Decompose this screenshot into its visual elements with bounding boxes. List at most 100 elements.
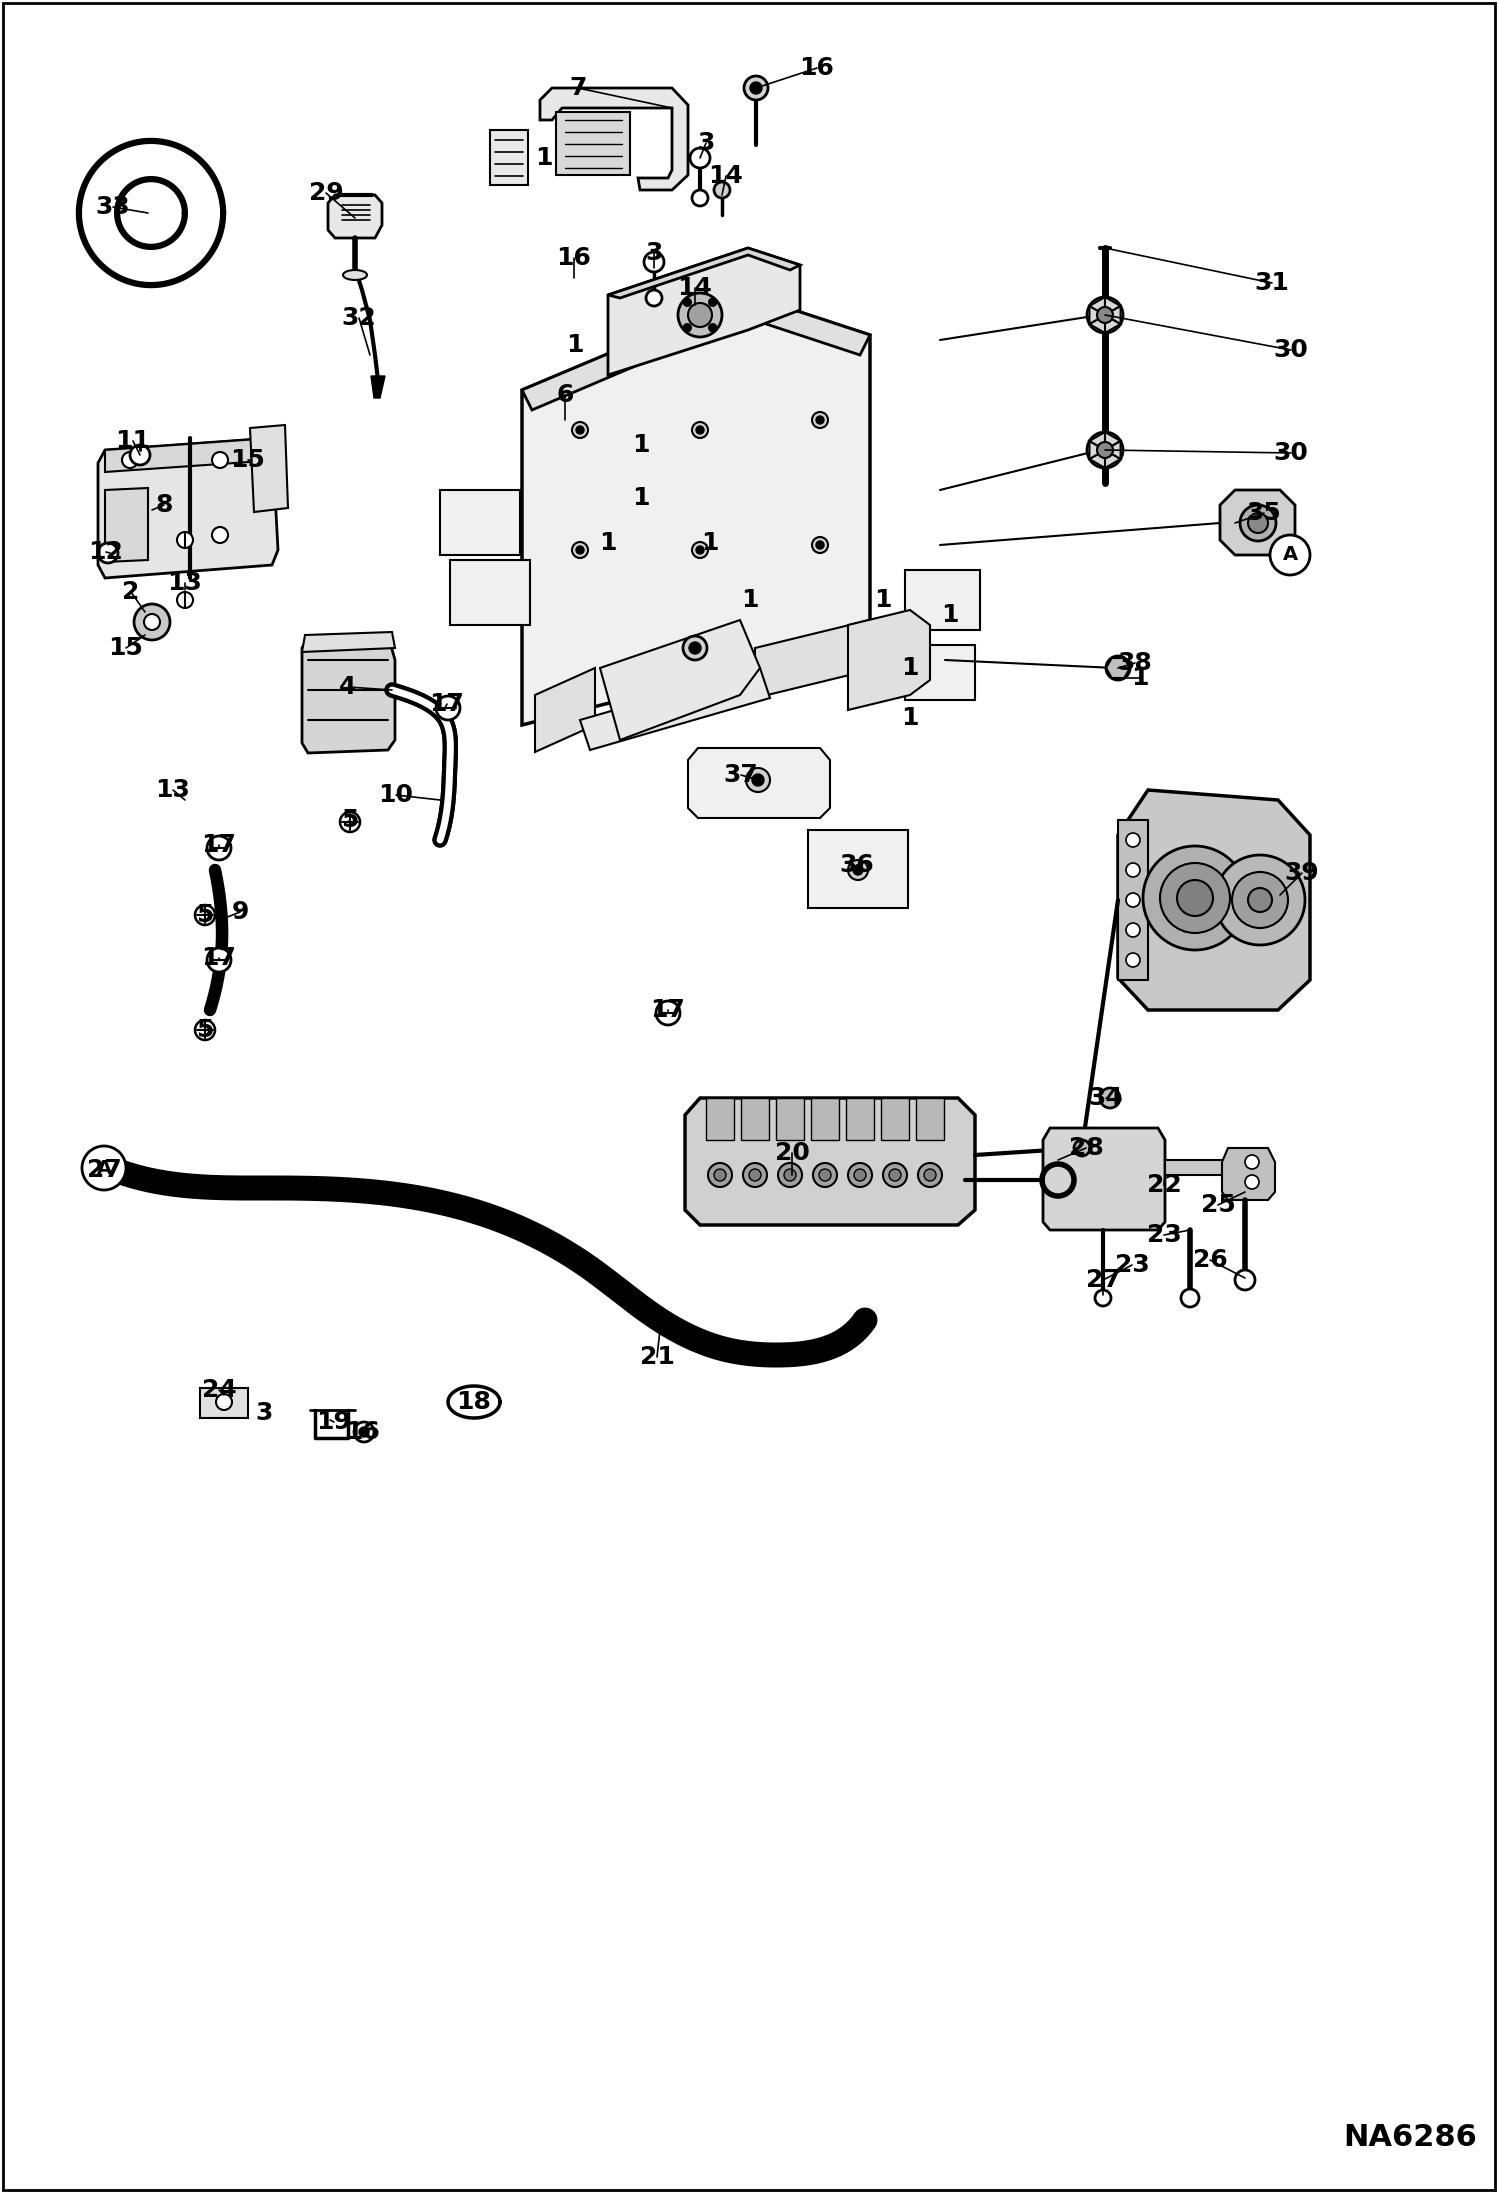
- Circle shape: [750, 81, 762, 94]
- Text: 15: 15: [108, 636, 144, 660]
- Circle shape: [924, 1169, 936, 1182]
- Circle shape: [1248, 888, 1272, 912]
- Text: A: A: [1282, 546, 1297, 564]
- Circle shape: [709, 325, 716, 331]
- Circle shape: [1126, 833, 1140, 846]
- Polygon shape: [328, 195, 382, 239]
- Text: 1: 1: [941, 603, 959, 627]
- Circle shape: [688, 303, 712, 327]
- Circle shape: [1126, 923, 1140, 936]
- Circle shape: [1097, 443, 1113, 458]
- Text: 5: 5: [342, 807, 358, 831]
- Circle shape: [888, 1169, 900, 1182]
- Text: 1: 1: [632, 432, 650, 456]
- Polygon shape: [1089, 296, 1106, 316]
- Polygon shape: [807, 829, 908, 908]
- Polygon shape: [688, 748, 830, 818]
- Circle shape: [354, 1421, 374, 1443]
- Circle shape: [195, 1020, 216, 1039]
- Circle shape: [746, 768, 770, 792]
- Circle shape: [812, 537, 828, 553]
- Circle shape: [1100, 1088, 1121, 1107]
- Text: 30: 30: [1273, 338, 1308, 362]
- Circle shape: [819, 1169, 831, 1182]
- Text: 19: 19: [316, 1410, 352, 1434]
- Text: 4: 4: [340, 675, 357, 700]
- Circle shape: [697, 425, 704, 434]
- Circle shape: [656, 1000, 680, 1024]
- Polygon shape: [905, 570, 980, 629]
- Circle shape: [207, 947, 231, 971]
- Circle shape: [1234, 1270, 1255, 1289]
- Polygon shape: [1106, 296, 1121, 316]
- Text: 30: 30: [1273, 441, 1308, 465]
- Text: 15: 15: [231, 447, 265, 471]
- Polygon shape: [846, 1099, 873, 1140]
- Text: 32: 32: [342, 307, 376, 329]
- Circle shape: [1245, 1156, 1258, 1169]
- Text: 1: 1: [701, 531, 719, 555]
- Circle shape: [752, 774, 764, 785]
- Circle shape: [918, 1162, 942, 1186]
- Polygon shape: [449, 559, 530, 625]
- Text: 1: 1: [535, 147, 553, 171]
- Circle shape: [848, 1162, 872, 1186]
- Circle shape: [577, 546, 584, 555]
- Text: 12: 12: [88, 539, 123, 564]
- Text: 14: 14: [709, 164, 743, 189]
- Text: 26: 26: [1192, 1248, 1227, 1272]
- Circle shape: [360, 1428, 369, 1436]
- Circle shape: [683, 325, 691, 331]
- Circle shape: [854, 1169, 866, 1182]
- Circle shape: [813, 1162, 837, 1186]
- Circle shape: [783, 1169, 795, 1182]
- Circle shape: [743, 1162, 767, 1186]
- Circle shape: [692, 191, 709, 206]
- Polygon shape: [521, 296, 870, 726]
- Circle shape: [715, 182, 730, 197]
- Polygon shape: [105, 439, 279, 471]
- Circle shape: [207, 836, 231, 860]
- Circle shape: [697, 546, 704, 555]
- Polygon shape: [1118, 820, 1147, 980]
- Text: 34: 34: [1089, 1086, 1124, 1110]
- Text: 31: 31: [1254, 272, 1290, 296]
- Text: 14: 14: [677, 276, 713, 300]
- Polygon shape: [1106, 307, 1121, 325]
- Ellipse shape: [343, 270, 367, 281]
- Text: 18: 18: [457, 1390, 491, 1414]
- Text: 25: 25: [1200, 1193, 1236, 1217]
- Circle shape: [1180, 1289, 1198, 1307]
- Circle shape: [715, 1169, 727, 1182]
- Circle shape: [340, 811, 360, 831]
- Circle shape: [82, 1147, 126, 1191]
- Text: 33: 33: [96, 195, 130, 219]
- Polygon shape: [303, 636, 395, 752]
- Text: 2: 2: [123, 579, 139, 603]
- Circle shape: [133, 603, 169, 640]
- Polygon shape: [1118, 789, 1309, 1011]
- Circle shape: [1215, 855, 1305, 945]
- Circle shape: [882, 1162, 906, 1186]
- Text: 9: 9: [231, 899, 249, 923]
- Text: 23: 23: [1146, 1224, 1182, 1248]
- Circle shape: [1270, 535, 1309, 575]
- Text: 17: 17: [430, 693, 464, 715]
- Polygon shape: [303, 632, 395, 651]
- Polygon shape: [97, 439, 279, 579]
- Polygon shape: [915, 1099, 944, 1140]
- Text: 38: 38: [1118, 651, 1152, 675]
- Circle shape: [848, 860, 867, 879]
- Polygon shape: [1106, 450, 1121, 467]
- Polygon shape: [1089, 450, 1106, 467]
- Polygon shape: [539, 88, 688, 191]
- Polygon shape: [1089, 316, 1106, 333]
- Circle shape: [1245, 1175, 1258, 1189]
- Text: 13: 13: [168, 570, 202, 594]
- Text: 1: 1: [599, 531, 617, 555]
- Text: 7: 7: [569, 77, 587, 101]
- Circle shape: [213, 452, 228, 467]
- Text: 20: 20: [774, 1140, 809, 1164]
- Text: 6: 6: [556, 384, 574, 408]
- Polygon shape: [1089, 432, 1106, 450]
